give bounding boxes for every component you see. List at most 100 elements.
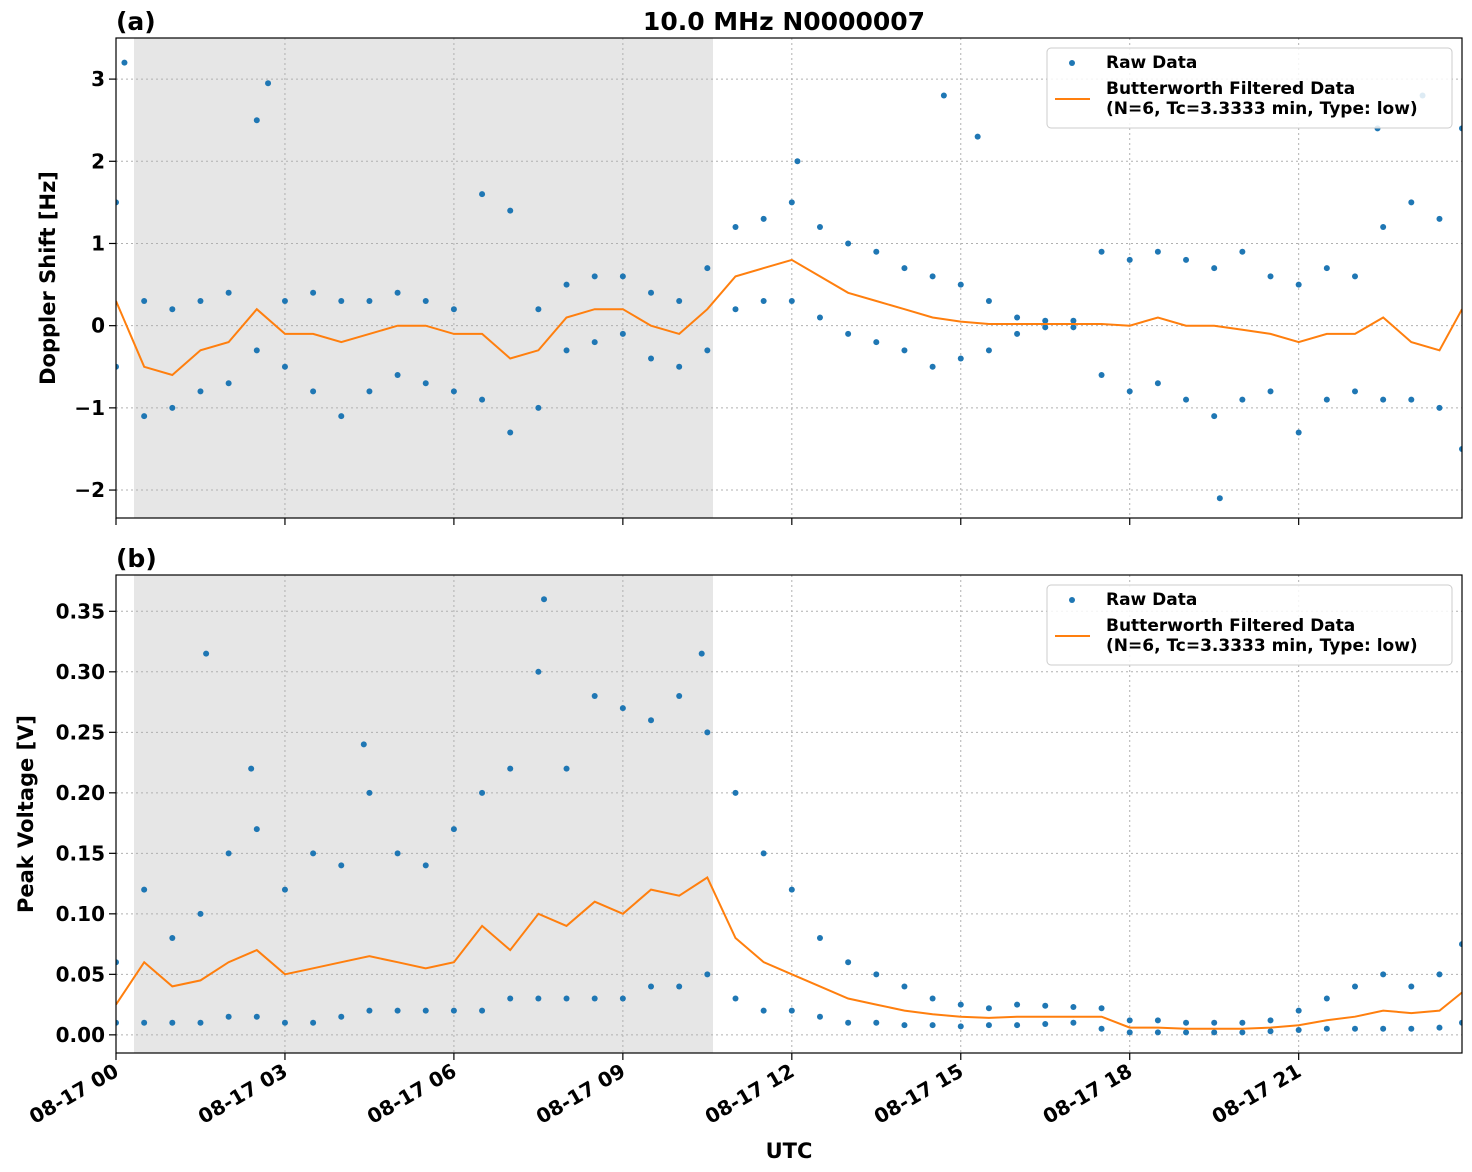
raw-point: [1323, 1025, 1330, 1032]
raw-point: [788, 298, 795, 305]
raw-point: [1459, 941, 1462, 948]
raw-point: [563, 347, 570, 354]
raw-point: [957, 281, 964, 288]
raw-point: [1154, 248, 1161, 255]
raw-point: [1351, 1025, 1358, 1032]
raw-point: [535, 404, 542, 411]
y-tick-label: 0.25: [56, 720, 105, 744]
raw-point: [845, 1019, 852, 1026]
raw-point: [422, 298, 429, 305]
raw-point: [479, 789, 486, 796]
raw-point: [116, 199, 119, 206]
raw-point: [310, 388, 317, 395]
raw-point: [901, 265, 908, 272]
legend-marker: [1069, 597, 1075, 603]
axes-frame: [115, 574, 1463, 1054]
raw-point: [1154, 1017, 1161, 1024]
raw-point: [507, 765, 514, 772]
legend-box: [1046, 47, 1453, 129]
raw-point: [676, 693, 683, 700]
raw-point: [985, 347, 992, 354]
raw-point: [1239, 1019, 1246, 1026]
raw-point: [648, 717, 655, 724]
raw-point: [873, 971, 880, 978]
raw-point: [1211, 413, 1218, 420]
raw-point: [845, 330, 852, 337]
raw-point: [957, 1001, 964, 1008]
raw-point: [1267, 1017, 1274, 1024]
raw-point: [479, 396, 486, 403]
raw-point: [253, 117, 260, 124]
raw-point: [1408, 199, 1415, 206]
raw-point: [366, 298, 373, 305]
x-tick-label: 08-17 12: [701, 1059, 799, 1129]
raw-point: [450, 388, 457, 395]
raw-point: [1183, 396, 1190, 403]
filtered-line: [116, 876, 1462, 1030]
raw-point: [940, 92, 947, 99]
y-tick-label: 0.20: [56, 781, 105, 805]
raw-point: [422, 862, 429, 869]
x-tick-label: 08-17 06: [363, 1059, 461, 1129]
raw-point: [479, 191, 486, 198]
y-tick-label: 0.00: [56, 1023, 105, 1047]
raw-point: [788, 199, 795, 206]
raw-point: [1323, 265, 1330, 272]
raw-point: [1070, 1004, 1077, 1011]
raw-point: [985, 1005, 992, 1012]
raw-point: [591, 693, 598, 700]
raw-point: [169, 1019, 176, 1026]
raw-point: [1267, 273, 1274, 280]
raw-point: [845, 959, 852, 966]
raw-point: [591, 995, 598, 1002]
plot-area: [116, 596, 1462, 1036]
raw-point: [1098, 248, 1105, 255]
raw-point: [1042, 1002, 1049, 1009]
panel-label: (a): [116, 7, 156, 36]
raw-point: [816, 1013, 823, 1020]
raw-point: [507, 207, 514, 214]
raw-point: [1408, 396, 1415, 403]
chart-title: 10.0 MHz N0000007: [643, 7, 925, 36]
raw-point: [360, 741, 367, 748]
raw-point: [1183, 1019, 1190, 1026]
raw-point: [1239, 396, 1246, 403]
raw-point: [265, 80, 272, 87]
raw-point: [563, 281, 570, 288]
y-tick-label: 0: [91, 314, 105, 338]
panel-label: (b): [116, 544, 157, 573]
raw-point: [197, 298, 204, 305]
raw-point: [479, 1007, 486, 1014]
raw-point: [366, 388, 373, 395]
raw-point: [648, 983, 655, 990]
raw-point: [1436, 404, 1443, 411]
raw-point: [203, 650, 210, 657]
raw-point: [450, 826, 457, 833]
y-tick-label: −2: [74, 478, 105, 502]
raw-point: [141, 886, 148, 893]
raw-point: [1459, 125, 1462, 132]
raw-point: [1126, 1017, 1133, 1024]
y-axis-label: Peak Voltage [V]: [14, 715, 38, 913]
y-tick-label: 0.15: [56, 841, 105, 865]
axes-frame: [115, 37, 1463, 519]
legend-marker: [1069, 60, 1075, 66]
raw-point: [253, 347, 260, 354]
raw-point: [541, 596, 548, 603]
raw-point: [788, 1007, 795, 1014]
raw-point: [1380, 396, 1387, 403]
y-tick-label: 2: [91, 149, 105, 173]
raw-point: [760, 1007, 767, 1014]
raw-point: [1042, 317, 1049, 324]
raw-point: [1323, 396, 1330, 403]
raw-point: [310, 850, 317, 857]
raw-point: [338, 862, 345, 869]
raw-point: [1183, 256, 1190, 263]
y-tick-label: 1: [91, 231, 105, 255]
raw-point: [1070, 317, 1077, 324]
raw-point: [985, 298, 992, 305]
y-axis-label: Doppler Shift [Hz]: [36, 171, 60, 385]
raw-point: [732, 224, 739, 231]
